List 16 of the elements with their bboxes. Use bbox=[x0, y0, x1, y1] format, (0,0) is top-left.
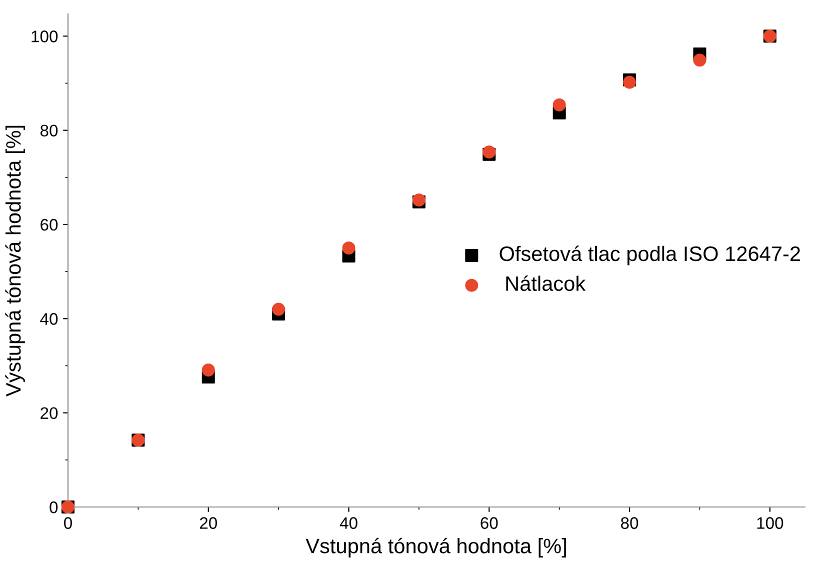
y-tick-label: 40 bbox=[40, 313, 58, 325]
x-tick-label: 20 bbox=[200, 517, 217, 529]
x-tick-label: 80 bbox=[620, 517, 638, 529]
x-tick-label: 40 bbox=[340, 517, 358, 529]
y-tick-label: 80 bbox=[40, 124, 58, 137]
y-axis-title: Výstupná tónová hodnota [%] bbox=[5, 126, 25, 396]
y-tick-label: 60 bbox=[40, 218, 58, 231]
y-tick-label: 20 bbox=[40, 407, 58, 420]
x-tick-label: 60 bbox=[480, 517, 498, 529]
x-axis-title: Vstupná tónová hodnota [%] bbox=[306, 538, 566, 558]
y-tick-label: 0 bbox=[50, 501, 58, 514]
x-tick-label: 0 bbox=[64, 517, 72, 529]
y-tick-label: 100 bbox=[32, 30, 58, 42]
x-tick-label: 100 bbox=[757, 517, 784, 529]
legend-label: Ofsetová tlac podla ISO 12647-2 bbox=[500, 246, 800, 266]
legend-label: Nátlacok bbox=[506, 275, 586, 291]
